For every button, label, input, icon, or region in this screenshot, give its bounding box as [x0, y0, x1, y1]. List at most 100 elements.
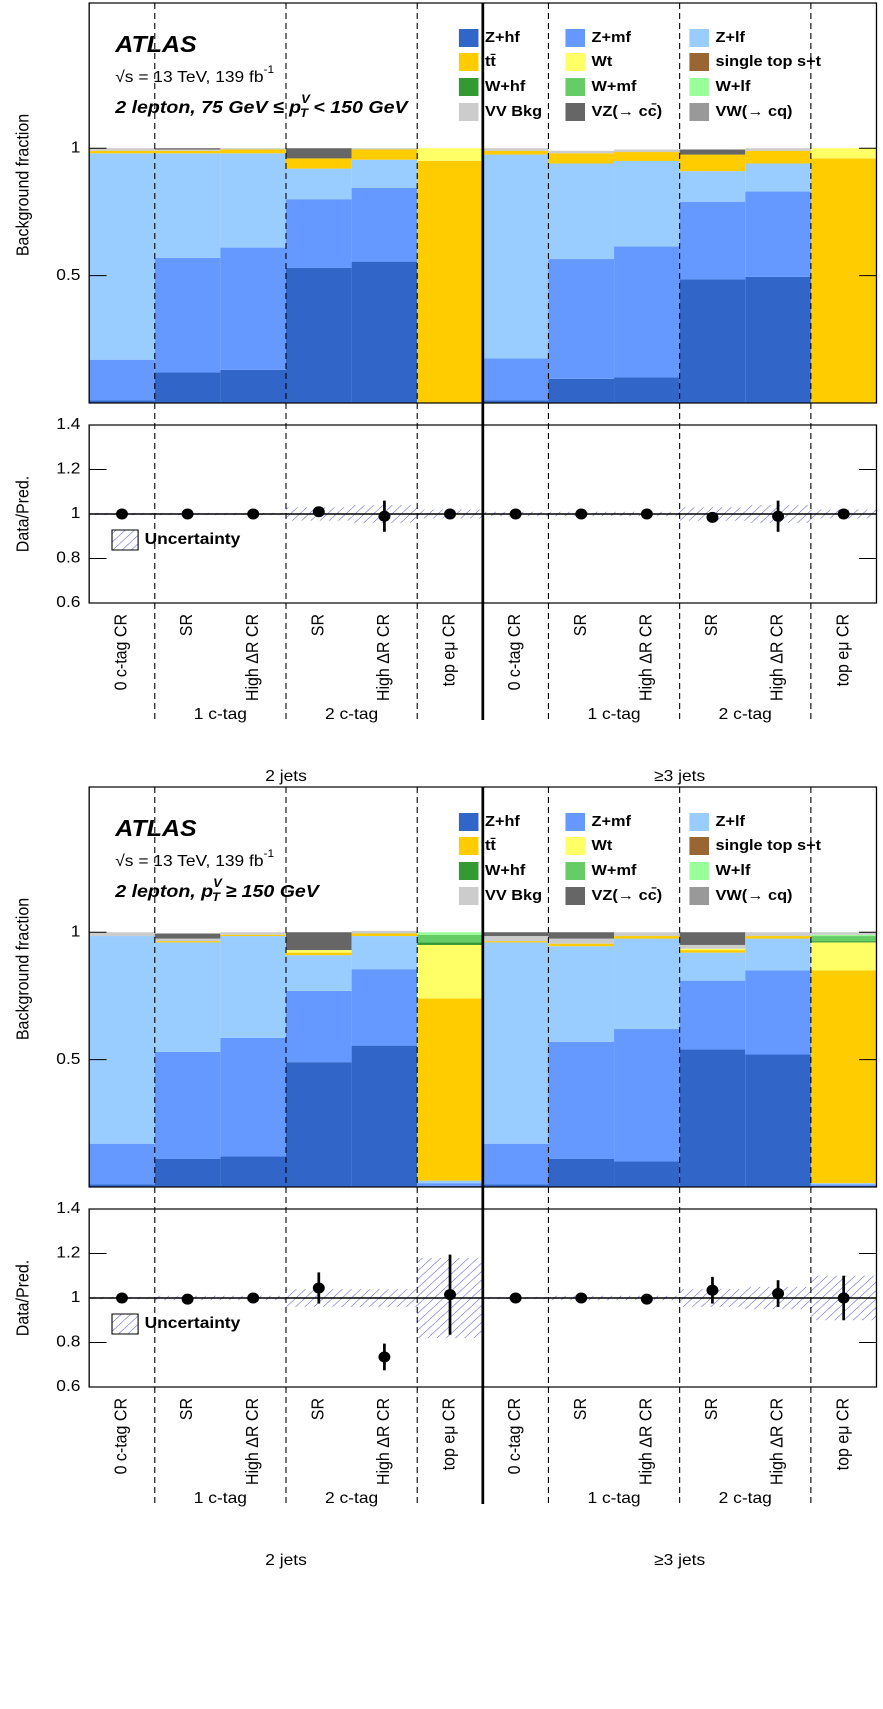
jet-label: 2 jets [265, 767, 307, 785]
bar-segment [810, 934, 877, 937]
y-tick-label: 1.2 [56, 459, 80, 477]
data-point [115, 508, 128, 520]
bar-segment [154, 933, 221, 939]
bar-segment [351, 148, 418, 150]
bar-segment [154, 942, 221, 1052]
bar-segment [351, 187, 418, 262]
region-sup: V [213, 877, 223, 890]
bar-segment [417, 1183, 483, 1186]
legend-label: tt̄ [485, 52, 497, 70]
legend-label: Uncertainty [145, 530, 241, 548]
y-tick-label: 0.8 [56, 548, 80, 566]
bar-segment [89, 148, 155, 151]
legend-label: VZ(→ cc̄) [592, 102, 663, 120]
bar-segment [614, 1161, 680, 1187]
region-text: ≥ 150 GeV [220, 880, 320, 900]
data-point [640, 1293, 653, 1305]
legend-label: Wt [592, 54, 614, 70]
jet-label: ≥3 jets [654, 1551, 705, 1569]
data-point [509, 508, 522, 520]
legend-label: W+lf [716, 863, 752, 879]
y-tick-label: 1 [71, 138, 81, 156]
bar-segment [417, 934, 483, 943]
bar-segment [482, 148, 549, 151]
bar-segment [89, 1184, 155, 1187]
data-point [444, 1289, 456, 1301]
legend-swatch [458, 837, 479, 855]
bar-segment [351, 261, 418, 403]
legend-label: Uncertainty [145, 1314, 241, 1332]
bar-segment [89, 1143, 155, 1185]
group-label: 1 c-tag [587, 1489, 640, 1507]
data-point [837, 508, 850, 520]
bar-segment [614, 160, 680, 247]
bar-segment [220, 148, 286, 150]
legend-label: VV Bkg [485, 888, 542, 904]
data-point [247, 508, 260, 520]
group-label: 1 c-tag [587, 705, 640, 723]
bar-segment [482, 154, 549, 359]
legend-swatch [689, 887, 710, 905]
x-tick-label: 0 c-tag CR [505, 614, 525, 690]
legend-swatch [458, 53, 479, 71]
data-point [181, 1293, 194, 1305]
legend-swatch [565, 53, 586, 71]
legend-swatch [565, 29, 586, 47]
legend-label: single top s+t [716, 838, 822, 854]
bar-segment [220, 1037, 286, 1157]
bar-segment [89, 932, 155, 937]
bar-segment [220, 149, 286, 154]
y-axis-title: Data/Pred. [13, 476, 33, 552]
bar-segment [285, 932, 352, 951]
bar-segment [679, 944, 746, 949]
bar-segment [810, 1185, 877, 1187]
data-point [378, 510, 391, 522]
region-label: 2 lepton, 75 GeV ≤ pV T < 150 GeV [114, 93, 409, 120]
legend-label: W+mf [592, 863, 638, 879]
bar-segment [482, 1143, 549, 1185]
data-point [509, 1292, 522, 1304]
y-axis-title: Background fraction [13, 898, 33, 1040]
legend-swatch [458, 862, 479, 880]
legend-label: Z+hf [485, 30, 521, 46]
bar-segment [679, 952, 746, 981]
x-tick-label: top eμ CR [833, 1398, 853, 1470]
x-tick-label: SR [701, 1398, 721, 1420]
legend-swatch [458, 813, 479, 831]
legend-swatch [565, 862, 586, 880]
bar-segment [679, 1049, 746, 1187]
bar-segment [154, 149, 221, 151]
bar-segment [351, 930, 418, 934]
bar-segment [679, 171, 746, 202]
legend-label: Wt [592, 838, 614, 854]
x-tick-label: High ΔR CR [767, 1398, 787, 1485]
bar-segment [482, 941, 549, 943]
bar-segment [89, 936, 155, 1144]
legend-swatch [689, 78, 710, 96]
legend-label: Z+hf [485, 814, 521, 830]
bar-segment [220, 153, 286, 248]
y-tick-label: 0.8 [56, 1332, 80, 1350]
energy-sup: -1 [264, 848, 275, 859]
y-tick-label: 0.5 [56, 265, 80, 283]
bar-segment [220, 1156, 286, 1187]
bar-segment [745, 970, 811, 1055]
data-point [706, 511, 719, 523]
bar-segment [154, 1158, 221, 1187]
y-tick-label: 1.2 [56, 1243, 80, 1261]
y-tick-label: 1 [71, 922, 81, 940]
bar-segment [745, 276, 811, 403]
bar-segment [220, 247, 286, 370]
bar-segment [89, 359, 155, 401]
bar-segment [745, 938, 811, 971]
bar-segment [745, 191, 811, 277]
bar-segment [679, 149, 746, 155]
legend-swatch [689, 29, 710, 47]
y-tick-label: 1 [71, 1288, 81, 1306]
y-tick-label: 0.5 [56, 1049, 80, 1067]
bar-segment [548, 378, 615, 403]
bar-segment [482, 150, 549, 155]
jet-label: 2 jets [265, 1551, 307, 1569]
x-tick-label: High ΔR CR [636, 1398, 656, 1485]
